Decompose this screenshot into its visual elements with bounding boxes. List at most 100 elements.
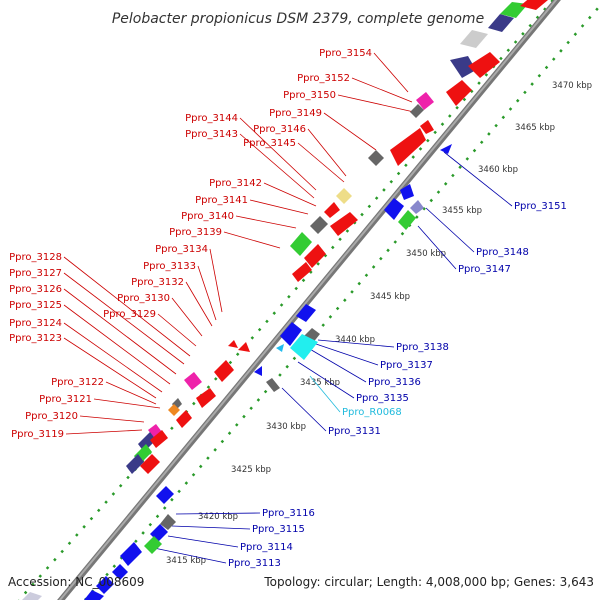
gene-arrow-3152[interactable] — [450, 56, 476, 78]
gene-arrow-3151[interactable] — [440, 144, 452, 154]
gene-arrow-3116b[interactable] — [160, 514, 176, 530]
gene-arrow-3145[interactable] — [390, 128, 426, 166]
leader-line — [337, 94, 415, 113]
gene-arrow-3140[interactable] — [310, 216, 328, 234]
reverse-gene-label[interactable]: Ppro_3130 — [117, 293, 170, 304]
gene-arrow-3131[interactable] — [266, 378, 280, 392]
gene-arrow-3148[interactable] — [384, 198, 404, 220]
gene-arrow-pink-3154[interactable] — [416, 92, 434, 110]
gene-arrow-3114[interactable] — [144, 536, 162, 554]
tick-label: 3420 kbp — [198, 512, 238, 522]
gene-arrow-3110[interactable] — [84, 590, 104, 600]
forward-gene-label[interactable]: Ppro_3116 — [262, 508, 315, 519]
gene-arrow-3154[interactable] — [460, 30, 488, 48]
forward-gene-label[interactable]: Ppro_3113 — [228, 558, 281, 569]
leader-line — [65, 429, 143, 435]
reverse-gene-label[interactable]: Ppro_3125 — [9, 300, 62, 311]
tick-label: 3465 kbp — [515, 123, 555, 133]
reverse-gene-label[interactable]: Ppro_3144 — [185, 113, 238, 124]
gene-arrow-3117[interactable] — [150, 430, 168, 448]
gene-arrow-3148-gray[interactable] — [410, 104, 424, 118]
reverse-gene-label[interactable]: Ppro_3128 — [9, 252, 62, 263]
forward-gene-label[interactable]: Ppro_3137 — [380, 360, 433, 371]
reverse-gene-label[interactable]: Ppro_3122 — [51, 377, 104, 388]
reverse-gene-label[interactable]: Ppro_3139 — [169, 227, 222, 238]
gene-arrow-3156[interactable] — [520, 0, 548, 10]
reverse-gene-label[interactable]: Ppro_3143 — [185, 129, 238, 140]
tick-label: 3450 kbp — [406, 249, 446, 259]
gene-arrow-3138-green[interactable] — [290, 232, 312, 256]
leader-line — [315, 343, 379, 366]
gene-arrow-3144-gray[interactable] — [368, 150, 384, 166]
reverse-gene-label[interactable]: Ppro_3150 — [283, 90, 336, 101]
reverse-gene-label[interactable]: Ppro_3121 — [39, 394, 92, 405]
gene-arrow-3142[interactable] — [336, 188, 352, 204]
gene-arrow-3138[interactable] — [280, 322, 302, 346]
gene-arrow-3126[interactable] — [196, 388, 216, 408]
forward-gene-label[interactable]: Ppro_R0068 — [342, 407, 402, 418]
gene-arrow-3147b[interactable] — [410, 200, 424, 214]
gene-arrow-3134[interactable] — [304, 244, 326, 268]
gene-arrow-3121-navy[interactable] — [138, 432, 156, 452]
gene-arrow-3150[interactable] — [468, 52, 500, 78]
leader-line — [63, 272, 185, 365]
forward-gene-label[interactable]: Ppro_3131 — [328, 426, 381, 437]
gene-arrow-3124-orange[interactable] — [168, 404, 180, 416]
gene-arrow-3129[interactable] — [238, 342, 250, 352]
gene-arrow-3147[interactable] — [398, 210, 416, 230]
reverse-gene-label[interactable]: Ppro_3145 — [243, 138, 296, 149]
reverse-gene-label[interactable]: Ppro_3133 — [143, 261, 196, 272]
reverse-gene-label[interactable]: Ppro_3126 — [9, 284, 62, 295]
gene-arrow-3116[interactable] — [156, 486, 174, 504]
reverse-gene-label[interactable]: Ppro_3127 — [9, 268, 62, 279]
reverse-gene-label[interactable]: Ppro_3120 — [25, 411, 78, 422]
forward-gene-label[interactable]: Ppro_3151 — [514, 201, 567, 212]
gene-arrow-3133[interactable] — [292, 262, 312, 282]
reverse-gene-label[interactable]: Ppro_3152 — [297, 73, 350, 84]
forward-gene-label[interactable]: Ppro_3115 — [252, 524, 305, 535]
forward-gene-label[interactable]: Ppro_3136 — [368, 377, 421, 388]
tick-label: 3455 kbp — [442, 206, 482, 216]
forward-gene-label[interactable]: Ppro_3135 — [356, 393, 409, 404]
gene-arrow-3141[interactable] — [324, 202, 340, 218]
forward-gene-label[interactable]: Ppro_3138 — [396, 342, 449, 353]
reverse-gene-label[interactable]: Ppro_3140 — [181, 211, 234, 222]
gene-arrow-3127-pink[interactable] — [184, 372, 202, 390]
gene-arrow-3113[interactable] — [120, 542, 142, 566]
gene-arrow-3119-navy[interactable] — [126, 454, 144, 474]
gene-arrow-bottom-gray[interactable] — [22, 592, 42, 600]
gene-arrow-3112[interactable] — [112, 564, 128, 580]
reverse-gene-label[interactable]: Ppro_3123 — [9, 333, 62, 344]
outer-dotted-track — [18, 0, 554, 600]
gene-arrow-3148b[interactable] — [400, 184, 414, 200]
reverse-gene-label[interactable]: Ppro_3119 — [11, 429, 64, 440]
reverse-gene-label[interactable]: Ppro_3129 — [103, 309, 156, 320]
gene-arrow-3139[interactable] — [330, 212, 358, 236]
forward-gene-label[interactable]: Ppro_3148 — [476, 247, 529, 258]
reverse-gene-label[interactable]: Ppro_3149 — [269, 108, 322, 119]
gene-arrow-3137[interactable] — [296, 304, 316, 322]
gene-arrow-3149[interactable] — [446, 80, 472, 106]
reverse-gene-label[interactable]: Ppro_3141 — [195, 195, 248, 206]
reverse-gene-label[interactable]: Ppro_3154 — [319, 48, 372, 59]
gene-arrow-3131a[interactable] — [254, 366, 262, 376]
gene-arrow-3111[interactable] — [96, 576, 114, 594]
reverse-gene-label[interactable]: Ppro_3132 — [131, 277, 184, 288]
gene-arrow-3135[interactable] — [290, 334, 318, 360]
gene-arrow-3118[interactable] — [140, 454, 160, 474]
gene-arrow-3130[interactable] — [228, 340, 238, 348]
forward-gene-label[interactable]: Ppro_3114 — [240, 542, 293, 553]
leader-line — [153, 547, 227, 564]
gene-arrow-3123[interactable] — [176, 410, 192, 428]
reverse-gene-label[interactable]: Ppro_3134 — [155, 244, 208, 255]
forward-gene-label[interactable]: Ppro_3147 — [458, 264, 511, 275]
tick-layer: 3415 kbp 3420 kbp 3425 kbp 3430 kbp 3435 kbp… — [166, 81, 592, 566]
leader-line — [307, 347, 367, 383]
reverse-gene-label[interactable]: Ppro_3146 — [253, 124, 306, 135]
reverse-gene-label[interactable]: Ppro_3142 — [209, 178, 262, 189]
reverse-gene-label[interactable]: Ppro_3124 — [9, 318, 62, 329]
gene-arrow-R0068[interactable] — [276, 344, 284, 352]
gene-arrow-3128[interactable] — [214, 360, 234, 382]
gene-arrow-3153[interactable] — [488, 14, 514, 32]
gene-arrow-3146[interactable] — [420, 120, 434, 134]
